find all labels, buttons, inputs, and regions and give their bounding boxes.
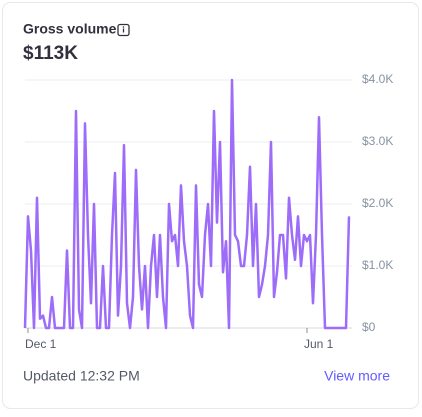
x-tick-label: Jun 1: [304, 337, 334, 351]
y-tick-label: $4.0K: [362, 72, 393, 86]
line-series: [23, 78, 351, 330]
card-title: Gross volume: [23, 21, 117, 37]
info-icon[interactable]: [117, 23, 130, 37]
y-tick-label: $0: [362, 320, 376, 334]
view-more-link[interactable]: View more: [324, 368, 390, 384]
x-tick-label: Dec 1: [25, 337, 57, 351]
y-tick-label: $2.0K: [362, 196, 393, 210]
card-value: $113K: [23, 43, 78, 64]
y-tick-label: $3.0K: [362, 134, 393, 148]
y-tick-label: $1.0K: [362, 258, 393, 272]
card-border: [2, 2, 419, 409]
updated-time: Updated 12:32 PM: [23, 368, 140, 384]
